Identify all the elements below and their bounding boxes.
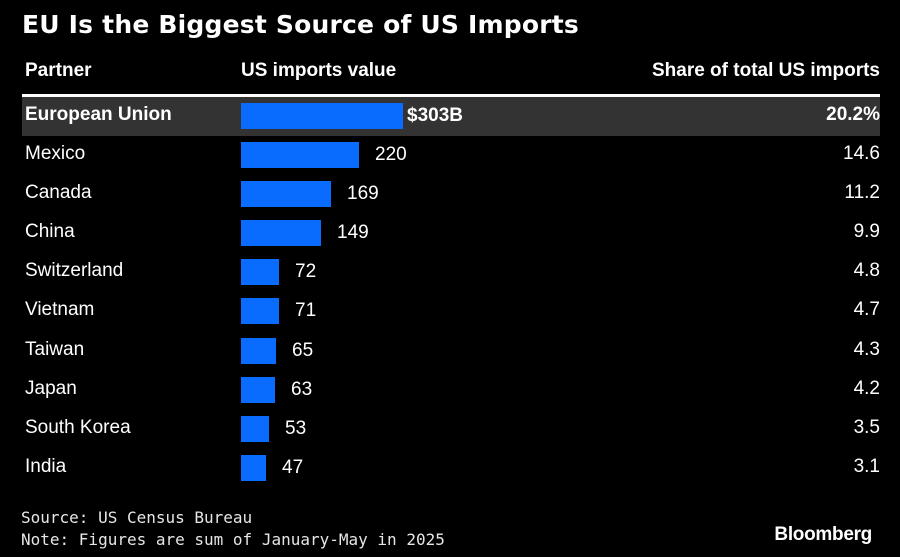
share-label: 14.6 bbox=[843, 143, 880, 165]
share-label: 3.1 bbox=[853, 455, 880, 477]
share-label: 4.8 bbox=[853, 260, 880, 282]
import-value-bar bbox=[241, 298, 279, 325]
value-label: 72 bbox=[295, 261, 317, 283]
share-label: 4.2 bbox=[853, 377, 880, 399]
chart-rows: European Union $303B 20.2% Mexico 220 14.6 Can… bbox=[0, 97, 900, 488]
import-value-bar bbox=[241, 181, 331, 208]
partner-label: Canada bbox=[25, 182, 92, 204]
table-row: China 149 9.9 bbox=[0, 214, 900, 253]
value-label: $303B bbox=[407, 105, 463, 126]
bloomberg-logo: Bloomberg bbox=[774, 524, 872, 545]
value-label: 63 bbox=[291, 378, 313, 400]
import-value-bar bbox=[241, 259, 279, 286]
value-label: 149 bbox=[337, 222, 369, 244]
partner-label: Mexico bbox=[25, 143, 86, 165]
value-label: 169 bbox=[347, 183, 379, 205]
partner-label: India bbox=[25, 455, 67, 477]
import-value-bar bbox=[241, 376, 275, 403]
footnote: Note: Figures are sum of January-May in … bbox=[21, 530, 445, 549]
table-row: India 47 3.1 bbox=[0, 449, 900, 488]
share-label: 4.7 bbox=[853, 299, 880, 321]
header-imports-value: US imports value bbox=[241, 60, 397, 81]
import-value-bar bbox=[241, 220, 321, 247]
partner-label: Taiwan bbox=[25, 338, 85, 360]
share-label: 3.5 bbox=[853, 416, 880, 438]
chart-title: EU Is the Biggest Source of US Imports bbox=[22, 10, 580, 39]
share-label: 9.9 bbox=[853, 221, 880, 243]
partner-label: South Korea bbox=[25, 416, 131, 438]
value-label: 71 bbox=[295, 300, 317, 322]
table-row: South Korea 53 3.5 bbox=[0, 410, 900, 449]
import-value-bar bbox=[241, 103, 403, 129]
partner-label: Vietnam bbox=[25, 299, 95, 321]
value-label: 65 bbox=[292, 339, 314, 361]
partner-label: China bbox=[25, 221, 75, 243]
import-value-bar bbox=[241, 454, 266, 481]
value-label: 53 bbox=[285, 417, 307, 439]
table-row: Canada 169 11.2 bbox=[0, 175, 900, 214]
import-value-bar bbox=[241, 415, 269, 442]
value-label: 220 bbox=[375, 144, 407, 166]
table-row: European Union $303B 20.2% bbox=[22, 97, 880, 137]
import-value-bar bbox=[241, 337, 276, 364]
partner-label: European Union bbox=[25, 104, 172, 125]
table-header: Partner US imports value Share of total … bbox=[0, 60, 900, 90]
header-divider bbox=[22, 94, 880, 97]
partner-label: Japan bbox=[25, 377, 77, 399]
import-value-bar bbox=[241, 142, 359, 169]
table-row: Taiwan 65 4.3 bbox=[0, 332, 900, 371]
table-row: Mexico 220 14.6 bbox=[0, 136, 900, 175]
share-label: 4.3 bbox=[853, 338, 880, 360]
table-row: Switzerland 72 4.8 bbox=[0, 253, 900, 292]
table-row: Vietnam 71 4.7 bbox=[0, 292, 900, 331]
header-partner: Partner bbox=[25, 60, 92, 81]
share-label: 11.2 bbox=[844, 182, 880, 204]
share-label: 20.2% bbox=[826, 104, 880, 125]
value-label: 47 bbox=[282, 456, 304, 478]
source-note: Source: US Census Bureau bbox=[21, 508, 253, 527]
header-share: Share of total US imports bbox=[651, 60, 880, 81]
table-row: Japan 63 4.2 bbox=[0, 371, 900, 410]
partner-label: Switzerland bbox=[25, 260, 124, 282]
